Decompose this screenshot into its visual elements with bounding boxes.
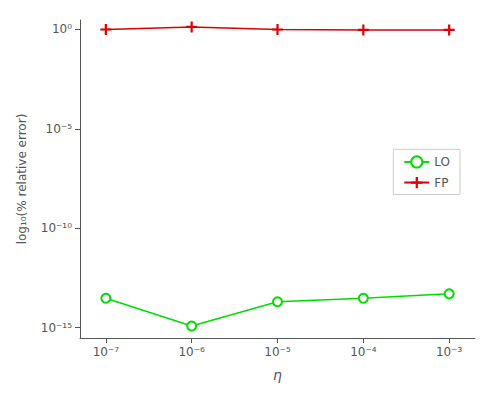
svg-text:10⁻⁷: 10⁻⁷ xyxy=(93,345,120,359)
svg-text:LO: LO xyxy=(434,155,450,169)
svg-text:10⁻⁵: 10⁻⁵ xyxy=(46,122,73,136)
svg-text:FP: FP xyxy=(434,176,448,190)
svg-text:10⁻¹⁵: 10⁻¹⁵ xyxy=(41,321,72,335)
svg-text:η: η xyxy=(273,367,282,383)
svg-text:10⁻⁶: 10⁻⁶ xyxy=(178,345,205,359)
svg-text:10⁰: 10⁰ xyxy=(52,22,72,36)
svg-text:10⁻⁴: 10⁻⁴ xyxy=(350,345,377,359)
svg-text:10⁻¹⁰: 10⁻¹⁰ xyxy=(41,221,72,235)
svg-text:log₁₀(% relative error): log₁₀(% relative error) xyxy=(15,114,29,245)
svg-text:10⁻³: 10⁻³ xyxy=(436,345,463,359)
svg-text:10⁻⁵: 10⁻⁵ xyxy=(264,345,291,359)
